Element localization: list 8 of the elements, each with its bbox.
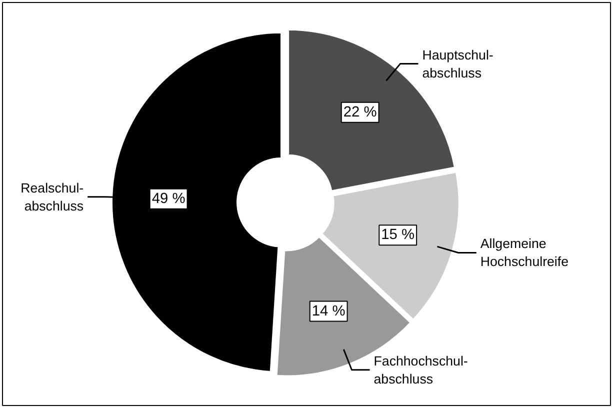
slice-label: Hauptschul- abschluss [422,47,494,80]
data-label: 15 % [381,227,415,244]
slice-label: Fachhochschul- abschluss [374,353,468,386]
data-label: 49 % [152,190,186,207]
slice-label: Allgemeine Hochschulreife [480,236,569,270]
slice-label: Realschul- abschluss [20,180,84,214]
data-label: 22 % [343,104,377,120]
data-label: 14 % [312,303,346,320]
